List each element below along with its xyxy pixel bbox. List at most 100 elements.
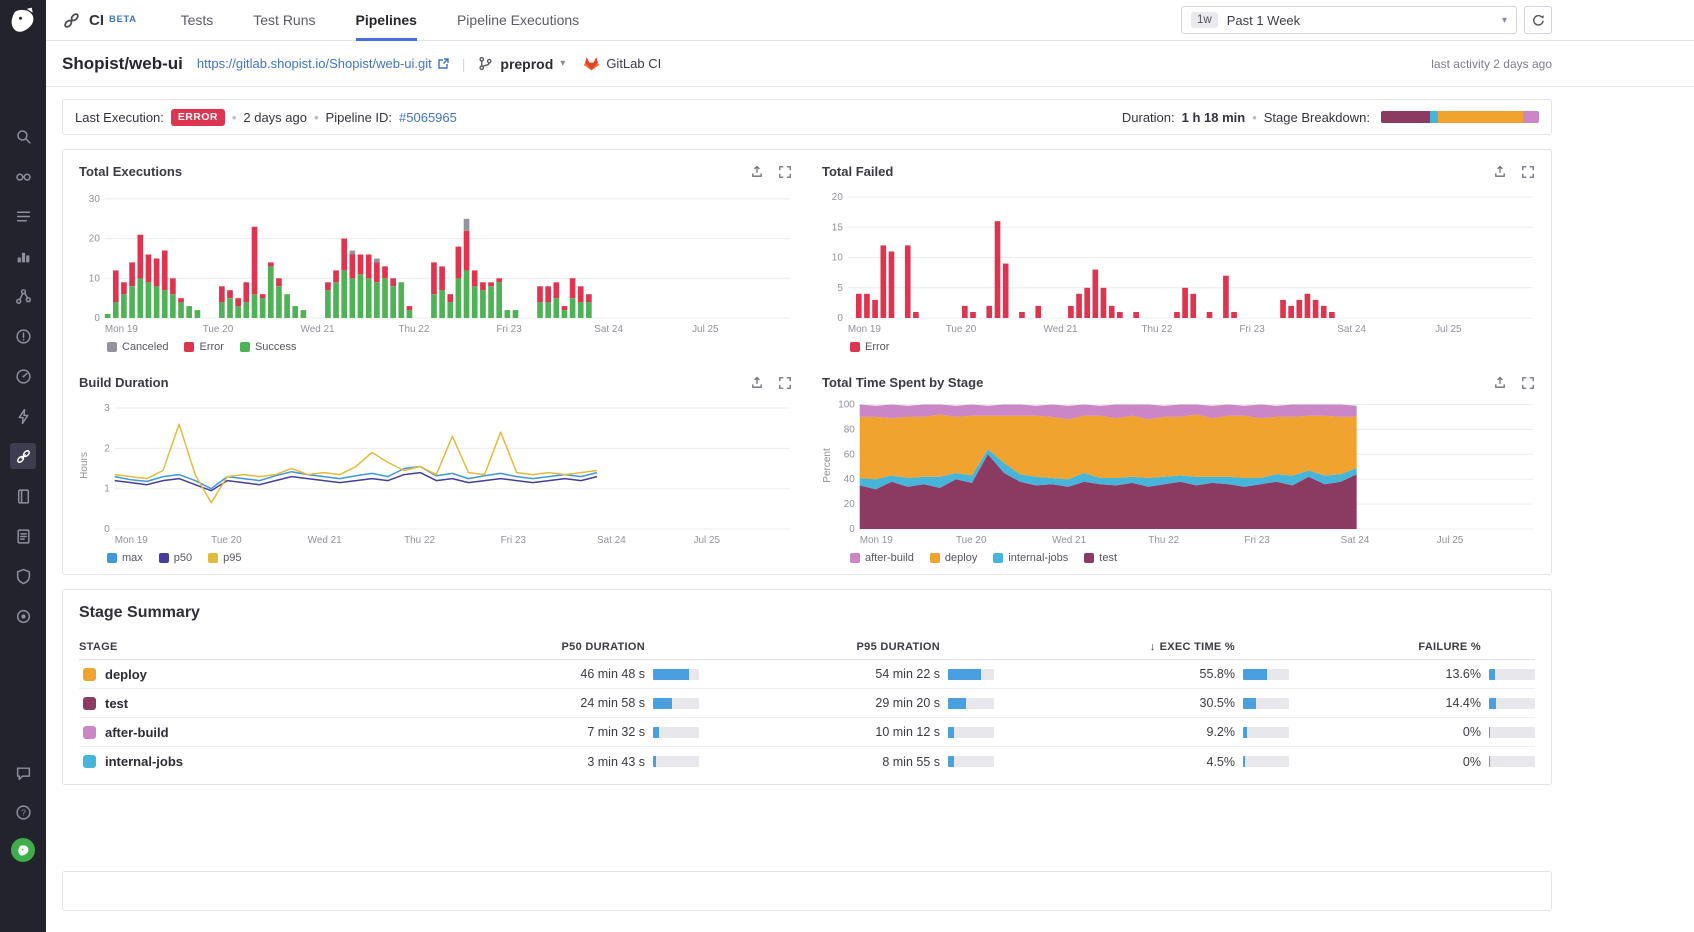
col-exec-time[interactable]: ↓ EXEC TIME % [1149, 640, 1235, 653]
expand-icon[interactable] [1521, 165, 1535, 179]
pipeline-id-link[interactable]: #5065965 [399, 109, 457, 125]
time-range-label: Past 1 Week [1226, 12, 1301, 28]
chart-legend: max p50 p95 [79, 552, 792, 564]
svg-text:Wed 21: Wed 21 [301, 324, 335, 335]
svg-text:60: 60 [844, 449, 855, 460]
stage-metric: 3 min 43 s [404, 755, 699, 769]
legend-item-test[interactable]: test [1084, 552, 1117, 564]
stage-row-deploy[interactable]: deploy 46 min 48 s 54 min 22 s 55.8% 13.6% [79, 660, 1535, 689]
build-duration-chart[interactable]: 0 1 2 3 Mon 19 Tue 20 Wed 21 Thu 22 Fri 23 Sat 24… [79, 394, 792, 546]
chat-icon[interactable] [10, 760, 36, 786]
svg-text:15: 15 [832, 222, 843, 233]
tab-test-runs[interactable]: Test Runs [253, 12, 316, 28]
stage-metric: 29 min 20 s [699, 696, 994, 710]
notebooks-icon[interactable] [10, 483, 36, 509]
stage-color-swatch [83, 696, 96, 710]
serverless-icon[interactable] [10, 403, 36, 429]
svg-text:Mon 19: Mon 19 [105, 324, 139, 335]
svg-text:Percent: Percent [822, 448, 833, 483]
logs-icon[interactable] [10, 523, 36, 549]
stage-metric: 24 min 58 s [404, 696, 699, 710]
metrics-icon[interactable] [10, 243, 36, 269]
watchdog-icon[interactable] [10, 163, 36, 189]
repo-link[interactable]: https://gitlab.shopist.io/Shopist/web-ui… [197, 56, 449, 71]
total-failed-chart[interactable]: 0 5 10 15 20 Mon 19 Tue 20 Wed 21 Thu 22 Fri 23 Sa… [822, 183, 1535, 335]
chevron-down-icon: ▾ [560, 58, 566, 69]
last-activity: last activity 2 days ago [1431, 56, 1552, 71]
value-bar [948, 668, 994, 680]
tab-pipeline-executions[interactable]: Pipeline Executions [456, 12, 580, 28]
time-range-picker[interactable]: 1w Past 1 Week ▾ [1181, 6, 1517, 34]
expand-icon[interactable] [778, 165, 792, 179]
legend-item-internal-jobs[interactable]: internal-jobs [993, 552, 1068, 564]
tab-pipelines[interactable]: Pipelines [355, 0, 417, 41]
stage-color-swatch [83, 755, 96, 768]
monitors-icon[interactable] [10, 323, 36, 349]
breakdown-segment-after-build [1523, 111, 1539, 123]
legend-item-deploy[interactable]: deploy [929, 552, 977, 564]
ci-product-icon [62, 11, 81, 30]
stage-row-test[interactable]: test 24 min 58 s 29 min 20 s 30.5% 14.4% [79, 689, 1535, 718]
export-icon[interactable] [750, 165, 764, 179]
repo-url: https://gitlab.shopist.io/Shopist/web-ui… [196, 56, 432, 71]
svg-text:0: 0 [94, 313, 100, 324]
legend-item-error[interactable]: Error [184, 341, 224, 353]
value-bar [653, 697, 699, 709]
svg-text:80: 80 [844, 424, 855, 435]
page-title: Shopist/web-ui [62, 53, 183, 73]
svg-text:20: 20 [844, 499, 855, 510]
tab-tests[interactable]: Tests [180, 12, 214, 28]
legend-item-success[interactable]: Success [239, 341, 297, 353]
time-by-stage-chart[interactable]: 0 20 40 60 80 100 Mon 19 Tue 20 Wed 21 Thu 22 Fri … [822, 394, 1535, 546]
svg-text:1: 1 [104, 484, 110, 495]
synthetics-icon[interactable] [10, 363, 36, 389]
svg-text:10: 10 [832, 252, 843, 263]
branch-name: preprod [500, 55, 554, 72]
total-executions-chart[interactable]: 0 10 20 30 Mon 19 Tue 20 Wed 21 Thu 22 Fri 23 Sat… [79, 183, 792, 335]
chart-build-duration: Build Duration 0 1 2 3 Mon 19 Tue 20 Wed 21 Thu… [79, 375, 792, 564]
expand-icon[interactable] [1521, 376, 1535, 390]
user-avatar[interactable] [11, 838, 35, 862]
ci-pipelines-icon[interactable] [10, 443, 36, 469]
pipeline-id-label: Pipeline ID: [325, 109, 393, 125]
legend-item-canceled[interactable]: Canceled [107, 341, 168, 353]
legend-item-after-build[interactable]: after-build [850, 552, 914, 564]
execution-time-ago: 2 days ago [243, 109, 307, 125]
stage-metric: 14.4% [1289, 696, 1535, 710]
chart-time-by-stage: Total Time Spent by Stage 0 20 40 60 80 100 Mo… [822, 375, 1535, 564]
legend-item-max[interactable]: max [107, 552, 143, 564]
events-icon[interactable] [10, 203, 36, 229]
col-failure[interactable]: FAILURE % [1418, 640, 1481, 653]
help-icon[interactable]: ? [10, 799, 36, 825]
svg-text:30: 30 [89, 194, 100, 205]
legend-item-error[interactable]: Error [850, 341, 889, 353]
stage-metric: 9.2% [994, 725, 1289, 739]
export-icon[interactable] [1493, 165, 1507, 179]
time-range-badge: 1w [1191, 12, 1218, 28]
value-bar [653, 726, 699, 738]
branch-selector[interactable]: preprod ▾ [478, 56, 565, 72]
export-icon[interactable] [1493, 376, 1507, 390]
export-icon[interactable] [750, 376, 764, 390]
col-stage[interactable]: STAGE [79, 640, 118, 653]
apm-icon[interactable] [10, 283, 36, 309]
datadog-logo[interactable] [8, 7, 38, 37]
refresh-button[interactable] [1524, 6, 1552, 34]
stage-row-after-build[interactable]: after-build 7 min 32 s 10 min 12 s 9.2% 0% [79, 718, 1535, 747]
settings-icon[interactable] [10, 603, 36, 629]
duration-value: 1 h 18 min [1181, 109, 1246, 125]
legend-item-p95[interactable]: p95 [208, 552, 242, 564]
value-bar [948, 697, 994, 709]
status-badge: ERROR [170, 108, 225, 126]
col-p95[interactable]: P95 DURATION [856, 640, 940, 653]
value-bar [653, 668, 699, 680]
search-icon[interactable] [10, 123, 36, 149]
svg-text:20: 20 [832, 192, 843, 203]
legend-item-p50[interactable]: p50 [158, 552, 192, 564]
security-icon[interactable] [10, 563, 36, 589]
svg-text:Tue 20: Tue 20 [211, 535, 242, 546]
col-p50[interactable]: P50 DURATION [561, 640, 645, 653]
expand-icon[interactable] [778, 376, 792, 390]
svg-text:5: 5 [837, 283, 843, 294]
